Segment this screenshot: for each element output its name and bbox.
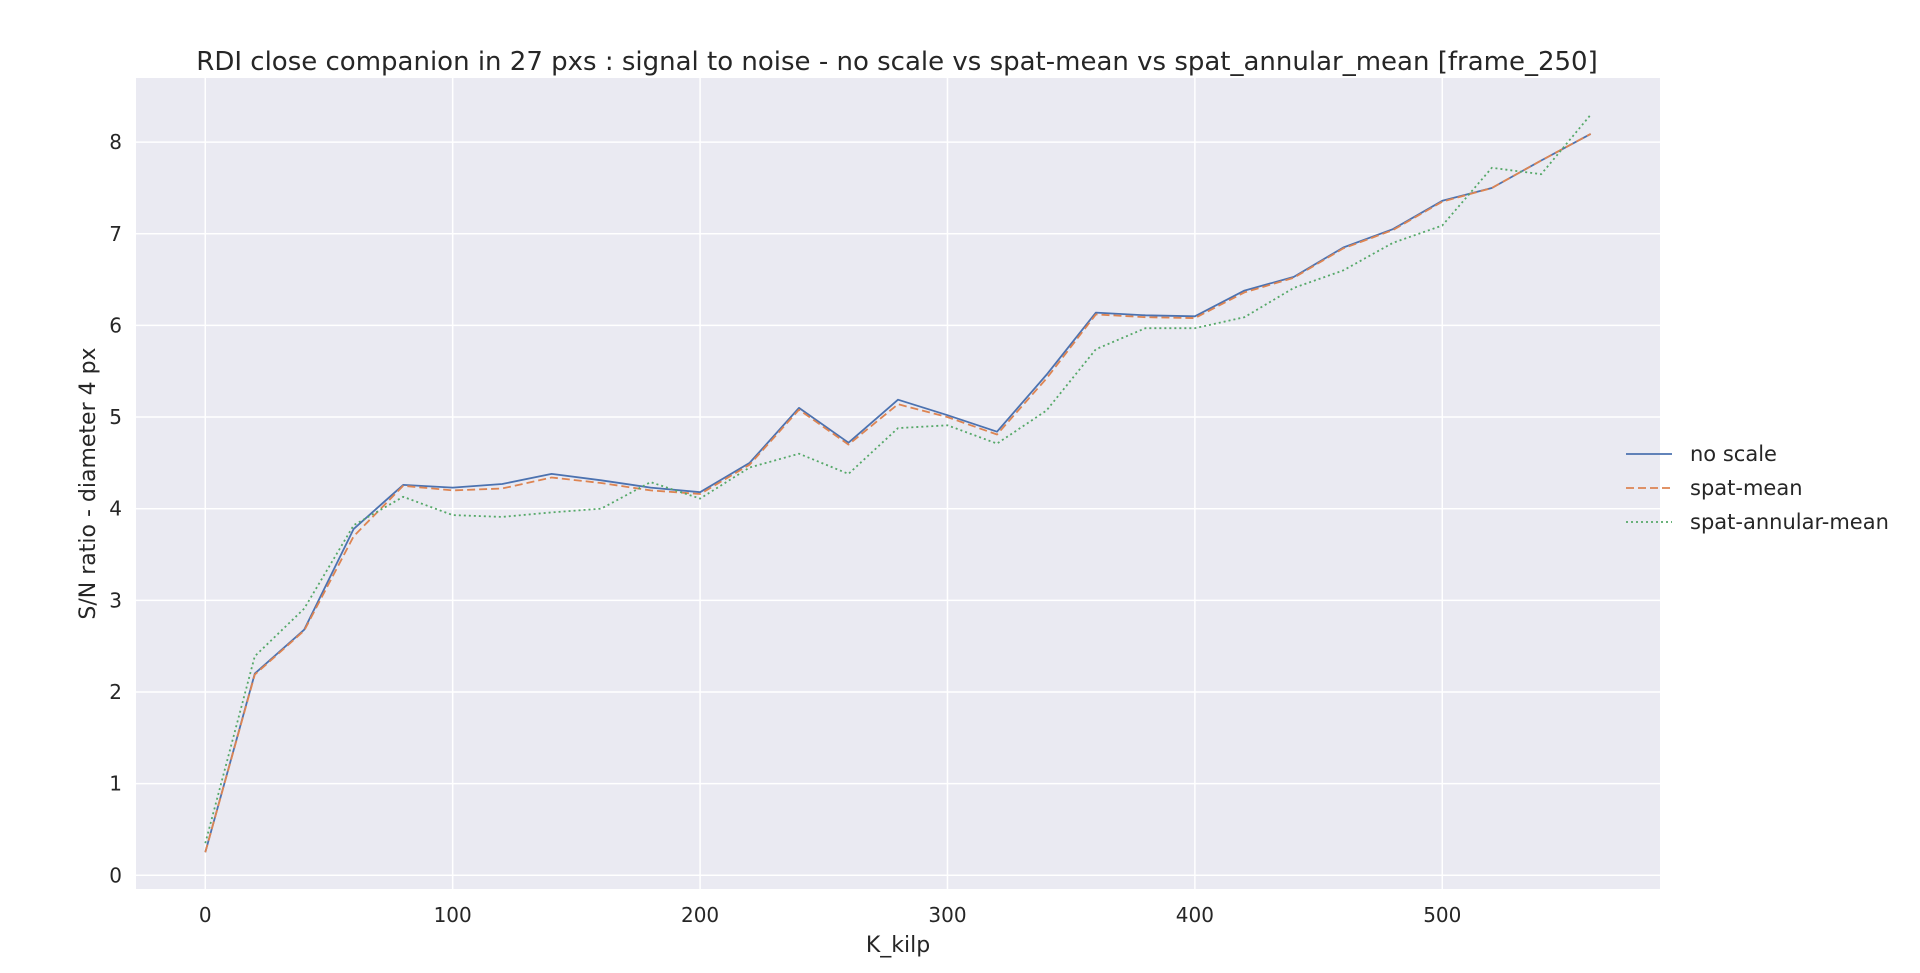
y-tick-label: 2 — [109, 680, 122, 704]
series-line-spat-annular-mean — [204, 114, 1592, 844]
x-tick-label: 100 — [434, 903, 472, 927]
plot-area — [136, 78, 1660, 889]
x-axis-label: K_kilp — [866, 933, 930, 958]
y-axis-ticks: 0 1 2 3 4 5 6 7 8 — [109, 130, 122, 887]
y-tick-label: 7 — [109, 222, 122, 246]
y-tick-label: 6 — [109, 313, 122, 337]
x-axis-ticks: 0 100 200 300 400 500 — [199, 903, 1461, 927]
legend-label: no scale — [1690, 442, 1777, 466]
grid-lines — [136, 78, 1660, 889]
x-tick-label: 400 — [1176, 903, 1214, 927]
y-tick-label: 5 — [109, 405, 122, 429]
legend-label: spat-annular-mean — [1690, 510, 1889, 534]
series-lines — [204, 114, 1592, 853]
series-line-spat-mean — [204, 133, 1592, 853]
y-tick-label: 3 — [109, 588, 122, 612]
x-tick-label: 0 — [199, 903, 212, 927]
y-tick-label: 4 — [109, 497, 122, 521]
y-axis-label: S/N ratio - diameter 4 px — [76, 347, 101, 619]
chart-title: RDI close companion in 27 pxs : signal t… — [196, 47, 1597, 77]
legend: no scale spat-mean spat-annular-mean — [1626, 442, 1889, 534]
y-tick-label: 1 — [109, 772, 122, 796]
legend-label: spat-mean — [1690, 476, 1803, 500]
y-tick-label: 8 — [109, 130, 122, 154]
y-tick-label: 0 — [109, 863, 122, 887]
x-tick-label: 300 — [928, 903, 966, 927]
x-tick-label: 200 — [681, 903, 719, 927]
x-tick-label: 500 — [1423, 903, 1461, 927]
